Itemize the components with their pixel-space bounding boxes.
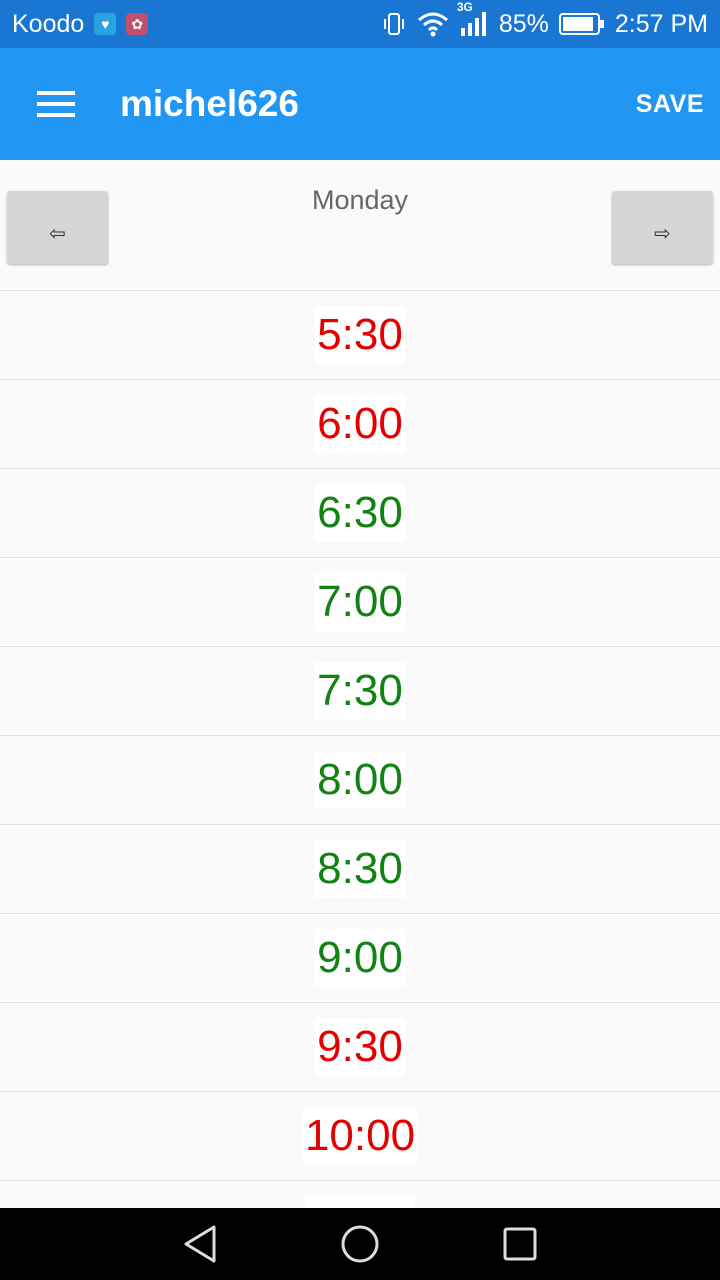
time-slot-label: 9:30: [315, 1018, 405, 1076]
time-slot-label: 8:00: [315, 751, 405, 809]
time-slot-row[interactable]: [0, 1181, 720, 1208]
time-slot-label: 5:30: [315, 306, 405, 364]
status-bar: Koodo ♥ ✿ 3G 85%: [0, 0, 720, 48]
app-toolbar: michel626 SAVE: [0, 48, 720, 160]
time-slot-label: 7:30: [315, 662, 405, 720]
time-slot-row[interactable]: 8:30: [0, 825, 720, 914]
carrier-name: Koodo: [12, 9, 85, 38]
app-notification-icon: ✿: [126, 13, 149, 35]
time-slot-label: [305, 1196, 415, 1208]
save-button[interactable]: SAVE: [635, 89, 704, 118]
recents-square-icon: [503, 1227, 537, 1261]
time-slot-row[interactable]: 9:00: [0, 914, 720, 1003]
time-slot-list: 5:30 6:00 6:30 7:00 7:30 8:00 8:30 9:00 9:30 10:0…: [0, 291, 720, 1208]
time-slot-label: 7:00: [315, 573, 405, 631]
time-slot-row[interactable]: 8:00: [0, 736, 720, 825]
time-slot-row[interactable]: 7:00: [0, 558, 720, 647]
menu-button[interactable]: [0, 48, 112, 160]
back-button[interactable]: [175, 1219, 225, 1269]
time-slot-row[interactable]: 6:00: [0, 380, 720, 469]
time-slot-label: 8:30: [315, 840, 405, 898]
next-day-button[interactable]: ⇨: [612, 191, 713, 264]
page-title: michel626: [120, 83, 299, 124]
battery-icon: [558, 13, 604, 35]
vibrate-icon: [383, 13, 404, 35]
signal-icon: [460, 12, 486, 36]
status-bar-left: Koodo ♥ ✿: [12, 9, 149, 39]
system-navigation-bar: [0, 1208, 720, 1280]
time-slot-label: 10:00: [302, 1107, 418, 1165]
hamburger-menu-icon: [37, 91, 75, 117]
previous-day-button[interactable]: ⇦: [7, 191, 108, 264]
home-button[interactable]: [335, 1219, 385, 1269]
time-slot-label: 9:00: [315, 929, 405, 987]
time-slot-label: 6:00: [315, 395, 405, 453]
time-slot-row[interactable]: 5:30: [0, 291, 720, 380]
back-triangle-icon: [184, 1225, 216, 1263]
health-notification-icon: ♥: [94, 13, 117, 35]
time-slot-row[interactable]: 7:30: [0, 647, 720, 736]
home-circle-icon: [341, 1225, 379, 1263]
day-navigator: Monday ⇦ ⇨: [0, 160, 720, 291]
battery-percent: 85%: [498, 9, 549, 38]
status-bar-right: 3G 85% 2:57 PM: [381, 0, 708, 39]
network-type: 3G: [456, 0, 473, 14]
cell-signal: 3G: [457, 0, 489, 36]
recents-button[interactable]: [495, 1219, 545, 1269]
time-slot-row[interactable]: 10:00: [0, 1092, 720, 1181]
time-slot-row[interactable]: 9:30: [0, 1003, 720, 1092]
day-label: Monday: [311, 185, 409, 215]
time-slot-label: 6:30: [315, 484, 405, 542]
wifi-icon: [417, 12, 448, 37]
clock: 2:57 PM: [614, 9, 708, 38]
time-slot-row[interactable]: 6:30: [0, 469, 720, 558]
